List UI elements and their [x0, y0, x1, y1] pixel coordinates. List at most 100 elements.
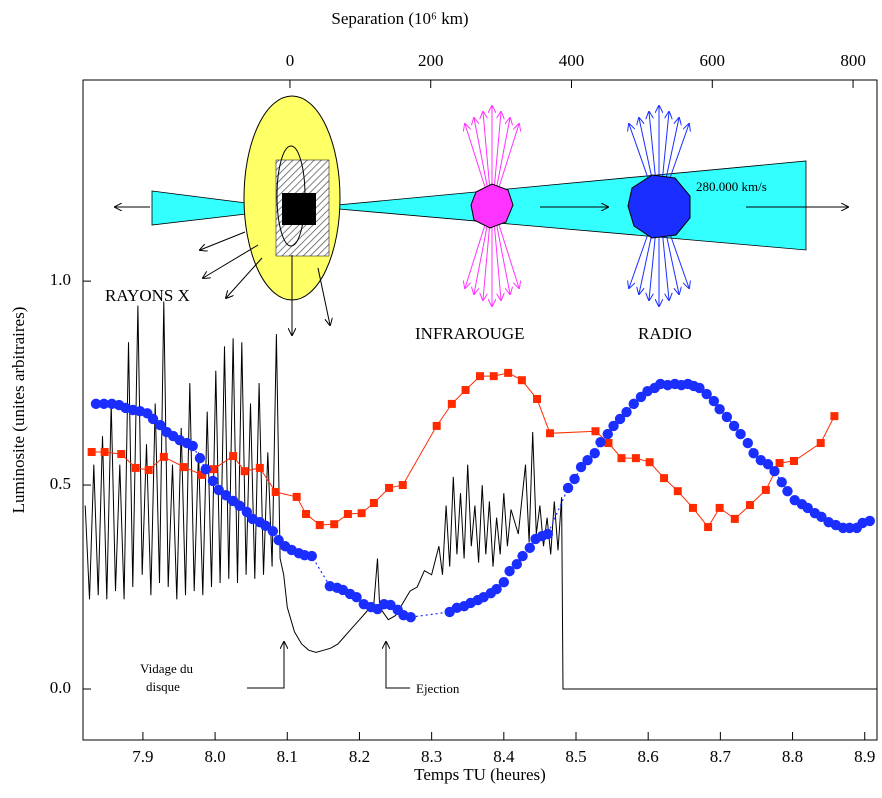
ray [661, 112, 670, 189]
marker [207, 475, 219, 487]
marker [292, 492, 301, 501]
marker [589, 448, 600, 459]
y-tick-label: 0.5 [50, 474, 71, 493]
marker [357, 509, 366, 518]
marker [240, 467, 249, 476]
annotation: Vidage du [140, 661, 194, 676]
marker [715, 503, 724, 512]
ray [483, 223, 491, 300]
marker [582, 454, 593, 466]
marker [271, 487, 280, 496]
x2-tick-label: 200 [418, 51, 444, 70]
y-tick-label: 1.0 [50, 270, 71, 289]
marker [775, 459, 784, 468]
ray [483, 112, 491, 189]
marker [351, 592, 362, 603]
marker [533, 394, 542, 403]
marker [688, 503, 697, 512]
marker [255, 463, 264, 472]
marker [602, 428, 613, 440]
marker [830, 412, 839, 421]
ejection-diagram [115, 95, 848, 689]
marker [504, 565, 515, 577]
arrow [200, 231, 246, 250]
marker [546, 429, 555, 438]
infrared-rays [465, 106, 519, 306]
jet-right [315, 160, 807, 251]
marker [398, 481, 407, 490]
marker [591, 427, 600, 436]
marker [782, 485, 793, 497]
ray [496, 223, 511, 294]
plot-frame [82, 79, 878, 741]
marker [198, 470, 207, 479]
marker [542, 528, 554, 540]
marker [748, 448, 759, 459]
marker [385, 483, 394, 492]
marker [315, 521, 324, 530]
x2-tick-label: 600 [700, 51, 726, 70]
marker [614, 413, 626, 425]
marker [704, 523, 713, 532]
x-tick-label: 8.6 [638, 747, 659, 766]
ray [493, 112, 501, 189]
ray [498, 124, 519, 189]
x2-tick-label: 400 [559, 51, 585, 70]
marker [229, 452, 238, 461]
marker [844, 522, 855, 534]
x-axis-label: Temps TU (heures) [414, 765, 546, 784]
marker [714, 403, 725, 415]
marker [789, 456, 798, 465]
jet-left [151, 190, 247, 226]
marker [461, 386, 470, 395]
marker [369, 499, 378, 508]
marker [721, 411, 733, 423]
arrow [226, 257, 263, 298]
marker [575, 461, 587, 473]
marker [180, 463, 189, 472]
marker [432, 421, 441, 430]
x-tick-label: 8.3 [421, 747, 442, 766]
marker [562, 482, 574, 494]
x-tick-label: 8.8 [782, 747, 803, 766]
marker [159, 452, 168, 461]
marker [131, 463, 140, 472]
marker [405, 612, 416, 623]
marker [144, 465, 153, 474]
annotation: Ejection [416, 681, 460, 696]
radio-blob [627, 174, 691, 239]
marker [117, 450, 126, 459]
x-tick-label: 8.9 [854, 747, 875, 766]
series-label: RAYONS X [105, 286, 190, 305]
marker [209, 465, 218, 474]
x2-axis-label: Separation (10⁶ km) [331, 9, 468, 28]
marker [595, 437, 606, 448]
marker [730, 514, 739, 523]
marker [864, 515, 875, 527]
x2-tick-label: 800 [840, 51, 866, 70]
marker [708, 395, 720, 407]
marker [742, 437, 753, 449]
marker [100, 448, 109, 457]
annotation-arrow [386, 642, 410, 689]
ray [465, 223, 486, 288]
marker [745, 501, 754, 510]
marker [498, 576, 510, 588]
marker [761, 485, 770, 494]
marker [517, 376, 526, 385]
marker [524, 542, 536, 554]
series-label: INFRAROUGE [415, 324, 525, 343]
arrow [317, 267, 330, 325]
ray [498, 223, 519, 288]
x2-tick-label: 0 [286, 51, 295, 70]
marker [816, 439, 825, 448]
black-hole [282, 193, 316, 225]
x-tick-label: 8.5 [565, 747, 586, 766]
x-tick-label: 8.0 [204, 747, 225, 766]
marker [660, 474, 669, 483]
marker [213, 484, 224, 496]
series-label: RADIO [638, 324, 692, 343]
x-tick-label: 8.4 [493, 747, 515, 766]
